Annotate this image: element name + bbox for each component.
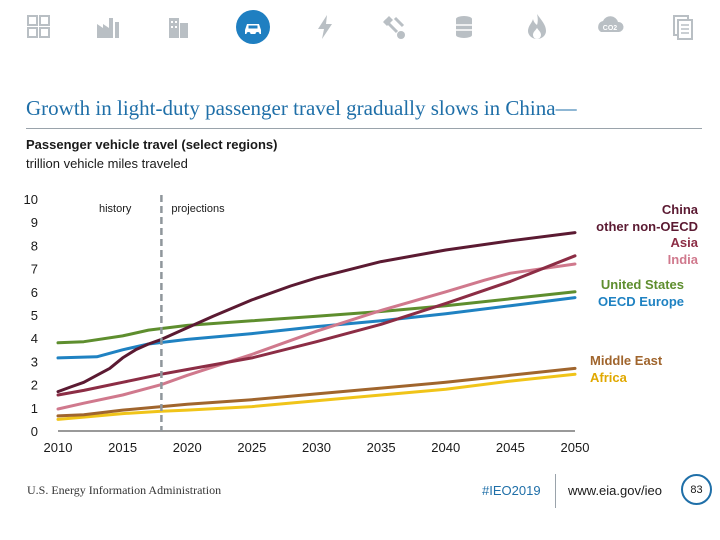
footer-hashtag[interactable]: #IEO2019 [482, 483, 541, 498]
legend-mideast-africa-group: Middle East Africa [590, 353, 662, 386]
footer-separator [555, 474, 556, 508]
legend-asia: Asia [670, 235, 698, 250]
series-line-middle-east [56, 366, 577, 418]
legend-oecd-group: United States OECD Europe [598, 277, 684, 310]
y-tick-label: 8 [31, 238, 38, 253]
projections-label: projections [171, 203, 225, 215]
transportation-car-icon[interactable] [236, 10, 270, 44]
legend-india: India [667, 251, 698, 267]
y-tick-label: 6 [31, 285, 38, 300]
documents-icon[interactable] [664, 10, 698, 44]
y-tick-label: 3 [31, 354, 38, 369]
legend-other-non-oecd: other non-OECD [596, 218, 698, 234]
series-line-africa [56, 372, 577, 421]
x-tick-label: 2040 [431, 440, 460, 455]
industrial-icon[interactable] [91, 10, 125, 44]
buildings-icon[interactable] [161, 10, 195, 44]
chart-units: trillion vehicle miles traveled [26, 156, 188, 171]
y-tick-label: 7 [31, 262, 38, 277]
svg-text:CO2: CO2 [603, 25, 618, 32]
y-tick-label: 4 [31, 331, 38, 346]
y-tick-label: 5 [31, 308, 38, 323]
x-tick-label: 2045 [496, 440, 525, 455]
y-tick-label: 1 [31, 401, 38, 416]
y-tick-label: 2 [31, 378, 38, 393]
petroleum-barrel-icon[interactable] [447, 10, 481, 44]
y-tick-label: 9 [31, 215, 38, 230]
legend-united-states: United States [600, 277, 684, 292]
title-divider [26, 128, 702, 129]
x-tick-label: 2025 [237, 440, 266, 455]
co2-emissions-icon[interactable]: CO2 [593, 10, 627, 44]
natural-gas-flame-icon[interactable] [520, 10, 554, 44]
electricity-icon[interactable] [308, 10, 342, 44]
legend-middle-east: Middle East [590, 353, 663, 368]
x-tick-label: 2020 [173, 440, 202, 455]
passenger-travel-line-chart: 0 1 2 3 4 5 6 7 8 9 10 2010 2015 2020 2025 2030 2035 2040… [24, 192, 590, 455]
x-tick-label: 2050 [561, 440, 590, 455]
series-line-china [56, 231, 577, 394]
x-tick-label: 2035 [367, 440, 396, 455]
chart-tick-labels: 0 1 2 3 4 5 6 7 8 9 10 2010 2015 2020 2025 2030 2035 2040… [24, 192, 590, 455]
slide-title: Growth in light-duty passenger travel gr… [26, 96, 577, 120]
legend-africa: Africa [590, 369, 627, 385]
chart-series [56, 231, 577, 421]
legend-china: China [661, 202, 698, 217]
topic-icon-bar: CO2 [0, 0, 720, 58]
x-tick-label: 2010 [44, 440, 73, 455]
energy-overview-icon[interactable] [22, 10, 56, 44]
footer-url-link[interactable]: www.eia.gov/ieo [568, 483, 662, 498]
series-line-oecd-europe [56, 296, 577, 360]
chart-subtitle: Passenger vehicle travel (select regions… [26, 137, 278, 152]
legend-asia-group: China other non-OECD Asia India [596, 202, 698, 268]
chart-annotations: history projections [99, 195, 225, 431]
footer-source: U.S. Energy Information Administration [27, 483, 222, 497]
coal-icon[interactable] [377, 10, 411, 44]
y-tick-label: 10 [24, 192, 38, 207]
page-number-badge: 83 [681, 474, 712, 505]
legend-oecd-europe: OECD Europe [598, 293, 684, 309]
x-tick-label: 2015 [108, 440, 137, 455]
series-line-india [56, 262, 577, 411]
series-line-other-non-oecd-asia [56, 254, 577, 397]
x-tick-label: 2030 [302, 440, 331, 455]
y-tick-label: 0 [31, 424, 38, 439]
series-line-united-states [56, 290, 577, 345]
history-label: history [99, 203, 132, 215]
